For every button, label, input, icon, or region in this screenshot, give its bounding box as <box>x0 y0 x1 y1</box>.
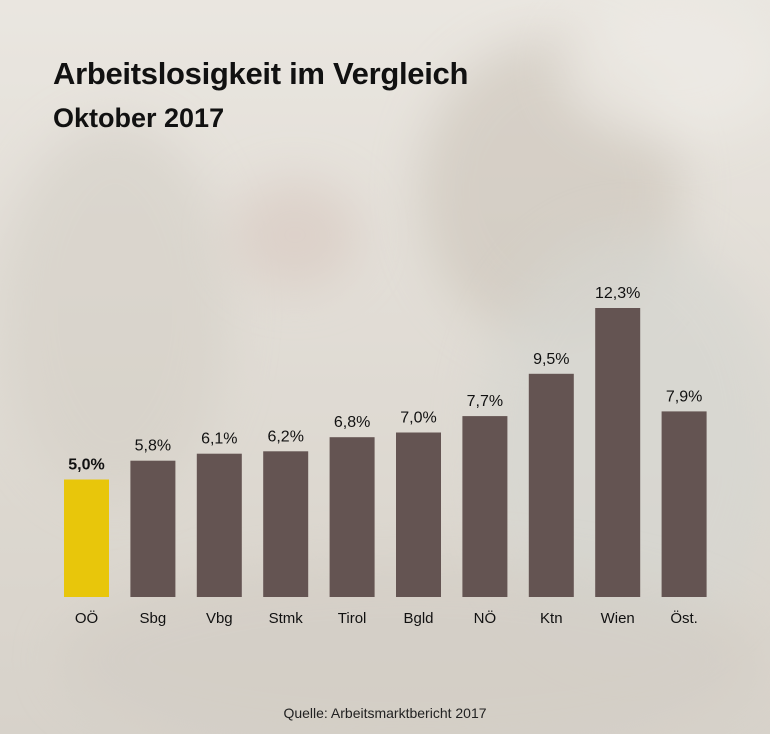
chart-title: Arbeitslosigkeit im Vergleich <box>53 56 469 91</box>
bar-5 <box>329 437 375 597</box>
bar-value-label-9: 12,3% <box>595 285 640 302</box>
bar-9 <box>595 308 641 597</box>
category-label-6: Bgld <box>403 610 433 627</box>
category-label-2: Sbg <box>140 610 167 627</box>
category-label-4: Stmk <box>269 610 304 627</box>
bar-value-label-6: 7,0% <box>400 410 436 427</box>
category-label-7: NÖ <box>474 609 497 627</box>
bar-value-label-1: 5,0% <box>68 457 104 474</box>
bar-8 <box>528 373 574 597</box>
bar-value-label-4: 6,2% <box>267 428 303 445</box>
bar-value-label-10: 7,9% <box>666 388 702 405</box>
bar-value-label-5: 6,8% <box>334 414 370 431</box>
bar-3 <box>196 453 242 597</box>
bar-10 <box>661 411 707 597</box>
bar-2 <box>130 460 176 597</box>
category-label-10: Öst. <box>670 609 698 627</box>
bar-6 <box>396 432 441 597</box>
bar-value-label-8: 9,5% <box>533 351 569 368</box>
bar-value-label-2: 5,8% <box>135 438 171 455</box>
bar-7 <box>462 416 508 597</box>
bar-4 <box>263 451 309 597</box>
category-label-8: Ktn <box>540 610 563 627</box>
category-label-3: Vbg <box>206 610 233 627</box>
bar-value-label-3: 6,1% <box>201 431 237 448</box>
bar-value-label-7: 7,7% <box>467 393 503 410</box>
category-label-9: Wien <box>601 610 635 627</box>
bar-1 <box>64 479 109 597</box>
category-label-1: OÖ <box>75 609 98 627</box>
source-note: Quelle: Arbeitsmarktbericht 2017 <box>283 705 487 721</box>
category-label-5: Tirol <box>338 610 367 627</box>
chart-subtitle: Oktober 2017 <box>53 103 225 133</box>
